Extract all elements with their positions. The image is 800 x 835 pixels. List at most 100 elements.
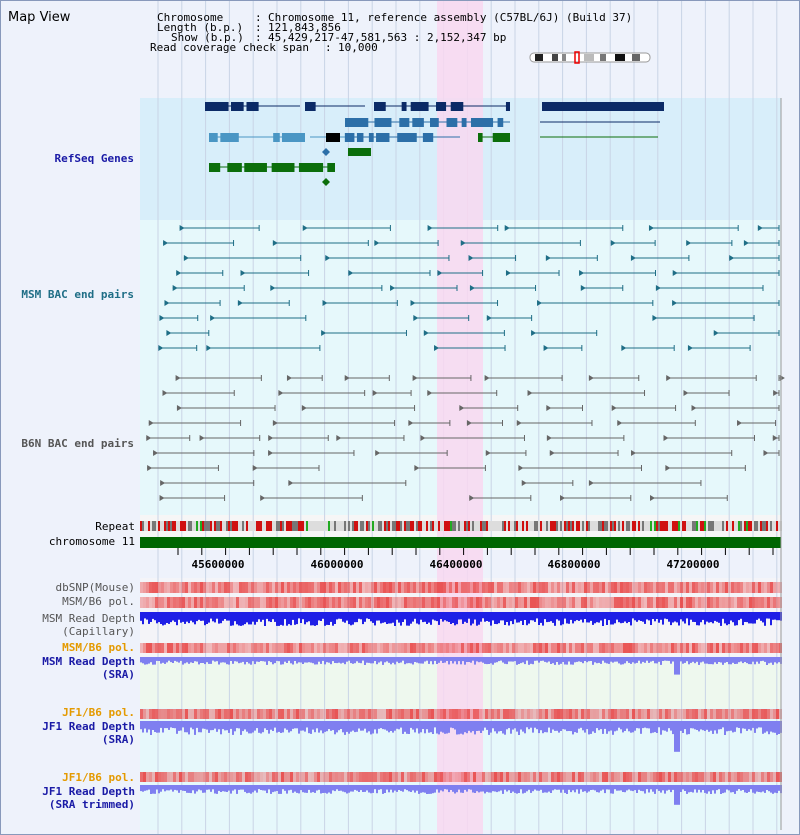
pol-strip-cell (746, 582, 749, 593)
pol-strip-cell (386, 772, 389, 782)
jf1-trimmed-depth-bar (600, 785, 602, 791)
repeat-bar (644, 521, 646, 531)
pol-strip-cell (542, 582, 545, 593)
msm-capillary-depth-bar (308, 612, 310, 622)
jf1-trimmed-depth-bar (678, 785, 680, 805)
pol-strip-cell (773, 772, 776, 782)
jf1-sra-depth-bar (298, 721, 300, 734)
repeat-bar (626, 521, 628, 531)
pol-strip-cell (413, 709, 416, 719)
msm-sra-depth-bar (430, 657, 432, 662)
pol-strip-cell (140, 643, 143, 653)
repeat-bar (442, 521, 444, 531)
jf1-sra-depth-bar (406, 721, 408, 734)
repeat-bar (212, 521, 214, 531)
pol-strip-cell (407, 709, 410, 719)
pol-strip-cell (278, 772, 281, 782)
repeat-bar (524, 521, 526, 531)
msm-sra-depth-bar (460, 657, 462, 665)
jf1-trimmed-depth-bar (756, 785, 758, 792)
repeat-bar (464, 521, 466, 531)
msm-capillary-depth-bar (260, 612, 262, 622)
repeat-bar (402, 521, 404, 531)
msm-sra-depth-bar (488, 657, 490, 664)
msm-capillary-depth-bar (548, 612, 550, 622)
pol-strip-cell (521, 772, 524, 782)
pol-strip-cell (677, 582, 680, 593)
jf1-sra-depth-bar (146, 721, 148, 733)
jf1-sra-depth-bar (718, 721, 720, 730)
msm-sra-depth-bar (268, 657, 270, 662)
jf1-sra-depth-bar (354, 721, 356, 733)
pol-strip-cell (299, 597, 302, 608)
jf1-sra-depth-bar (528, 721, 530, 730)
repeat-bar (628, 521, 630, 531)
pol-strip-cell (701, 709, 704, 719)
msm-capillary-depth-bar (170, 612, 172, 623)
msm-capillary-depth-bar (614, 612, 616, 624)
jf1-sra-depth-bar (418, 721, 420, 734)
repeat-bar (662, 521, 664, 531)
msm-sra-depth-bar (142, 657, 144, 664)
msm-sra-depth-bar (500, 657, 502, 661)
pol-strip-cell (404, 582, 407, 593)
repeat-bar (210, 521, 212, 531)
jf1-trimmed-depth-bar (398, 785, 400, 790)
jf1-trimmed-depth-bar (668, 785, 670, 790)
jf1-sra-depth-bar (630, 721, 632, 733)
msm-capillary-depth-bar (644, 612, 646, 624)
msm-capillary-depth-bar (528, 612, 530, 624)
b6n-bac-end-marker (588, 480, 594, 486)
pol-strip-cell (626, 582, 629, 593)
jf1-trimmed-depth-bar (258, 785, 260, 790)
jf1-sra-depth-bar (230, 721, 232, 729)
pol-strip-cell (605, 597, 608, 608)
pol-strip-cell (410, 709, 413, 719)
msm-sra-depth-bar (220, 657, 222, 663)
pol-strip-cell (518, 772, 521, 782)
msm-capillary-depth-bar (550, 612, 552, 622)
pol-strip-cell (191, 772, 194, 782)
msm-capillary-depth-bar (624, 612, 626, 622)
repeat-bar (622, 521, 624, 531)
pol-strip-cell (263, 772, 266, 782)
msm-sra-depth-bar (174, 657, 176, 661)
repeat-bar (634, 521, 636, 531)
jf1-sra-depth-bar (472, 721, 474, 732)
pol-strip-cell (683, 643, 686, 653)
pol-strip-cell (395, 709, 398, 719)
pol-strip-cell (260, 709, 263, 719)
jf1-trimmed-depth-bar (384, 785, 386, 793)
refseq-gene-exon (450, 102, 464, 111)
pol-strip-cell (707, 597, 710, 608)
jf1-trimmed-depth-bar (344, 785, 346, 793)
pol-strip-cell (680, 597, 683, 608)
pol-strip-cell (686, 643, 689, 653)
jf1-sra-depth-bar (758, 721, 760, 728)
pol-strip-cell (494, 582, 497, 593)
pol-strip-cell (767, 597, 770, 608)
pol-strip-cell (212, 772, 215, 782)
jf1-sra-depth-bar (422, 721, 424, 729)
pol-strip-cell (257, 772, 260, 782)
pol-strip-cell (671, 709, 674, 719)
pol-strip-cell (518, 643, 521, 653)
repeat-bar (680, 521, 682, 531)
pol-strip-cell (755, 582, 758, 593)
jf1-sra-depth-bar (748, 721, 750, 730)
pol-strip-cell (593, 582, 596, 593)
msm-capillary-depth-bar (540, 612, 542, 623)
msm-capillary-depth-bar (418, 612, 420, 625)
repeat-bar (188, 521, 190, 531)
msm-capillary-depth-bar (772, 612, 774, 620)
pol-strip-cell (677, 597, 680, 608)
msm-capillary-depth-bar (150, 612, 152, 622)
pol-strip-cell (239, 582, 242, 593)
pol-strip-cell (776, 709, 779, 719)
pol-strip-cell (464, 709, 467, 719)
pol-strip-cell (320, 582, 323, 593)
jf1-sra-depth-bar (348, 721, 350, 734)
pol-strip-cell (719, 772, 722, 782)
msm-capillary-depth-bar (700, 612, 702, 623)
